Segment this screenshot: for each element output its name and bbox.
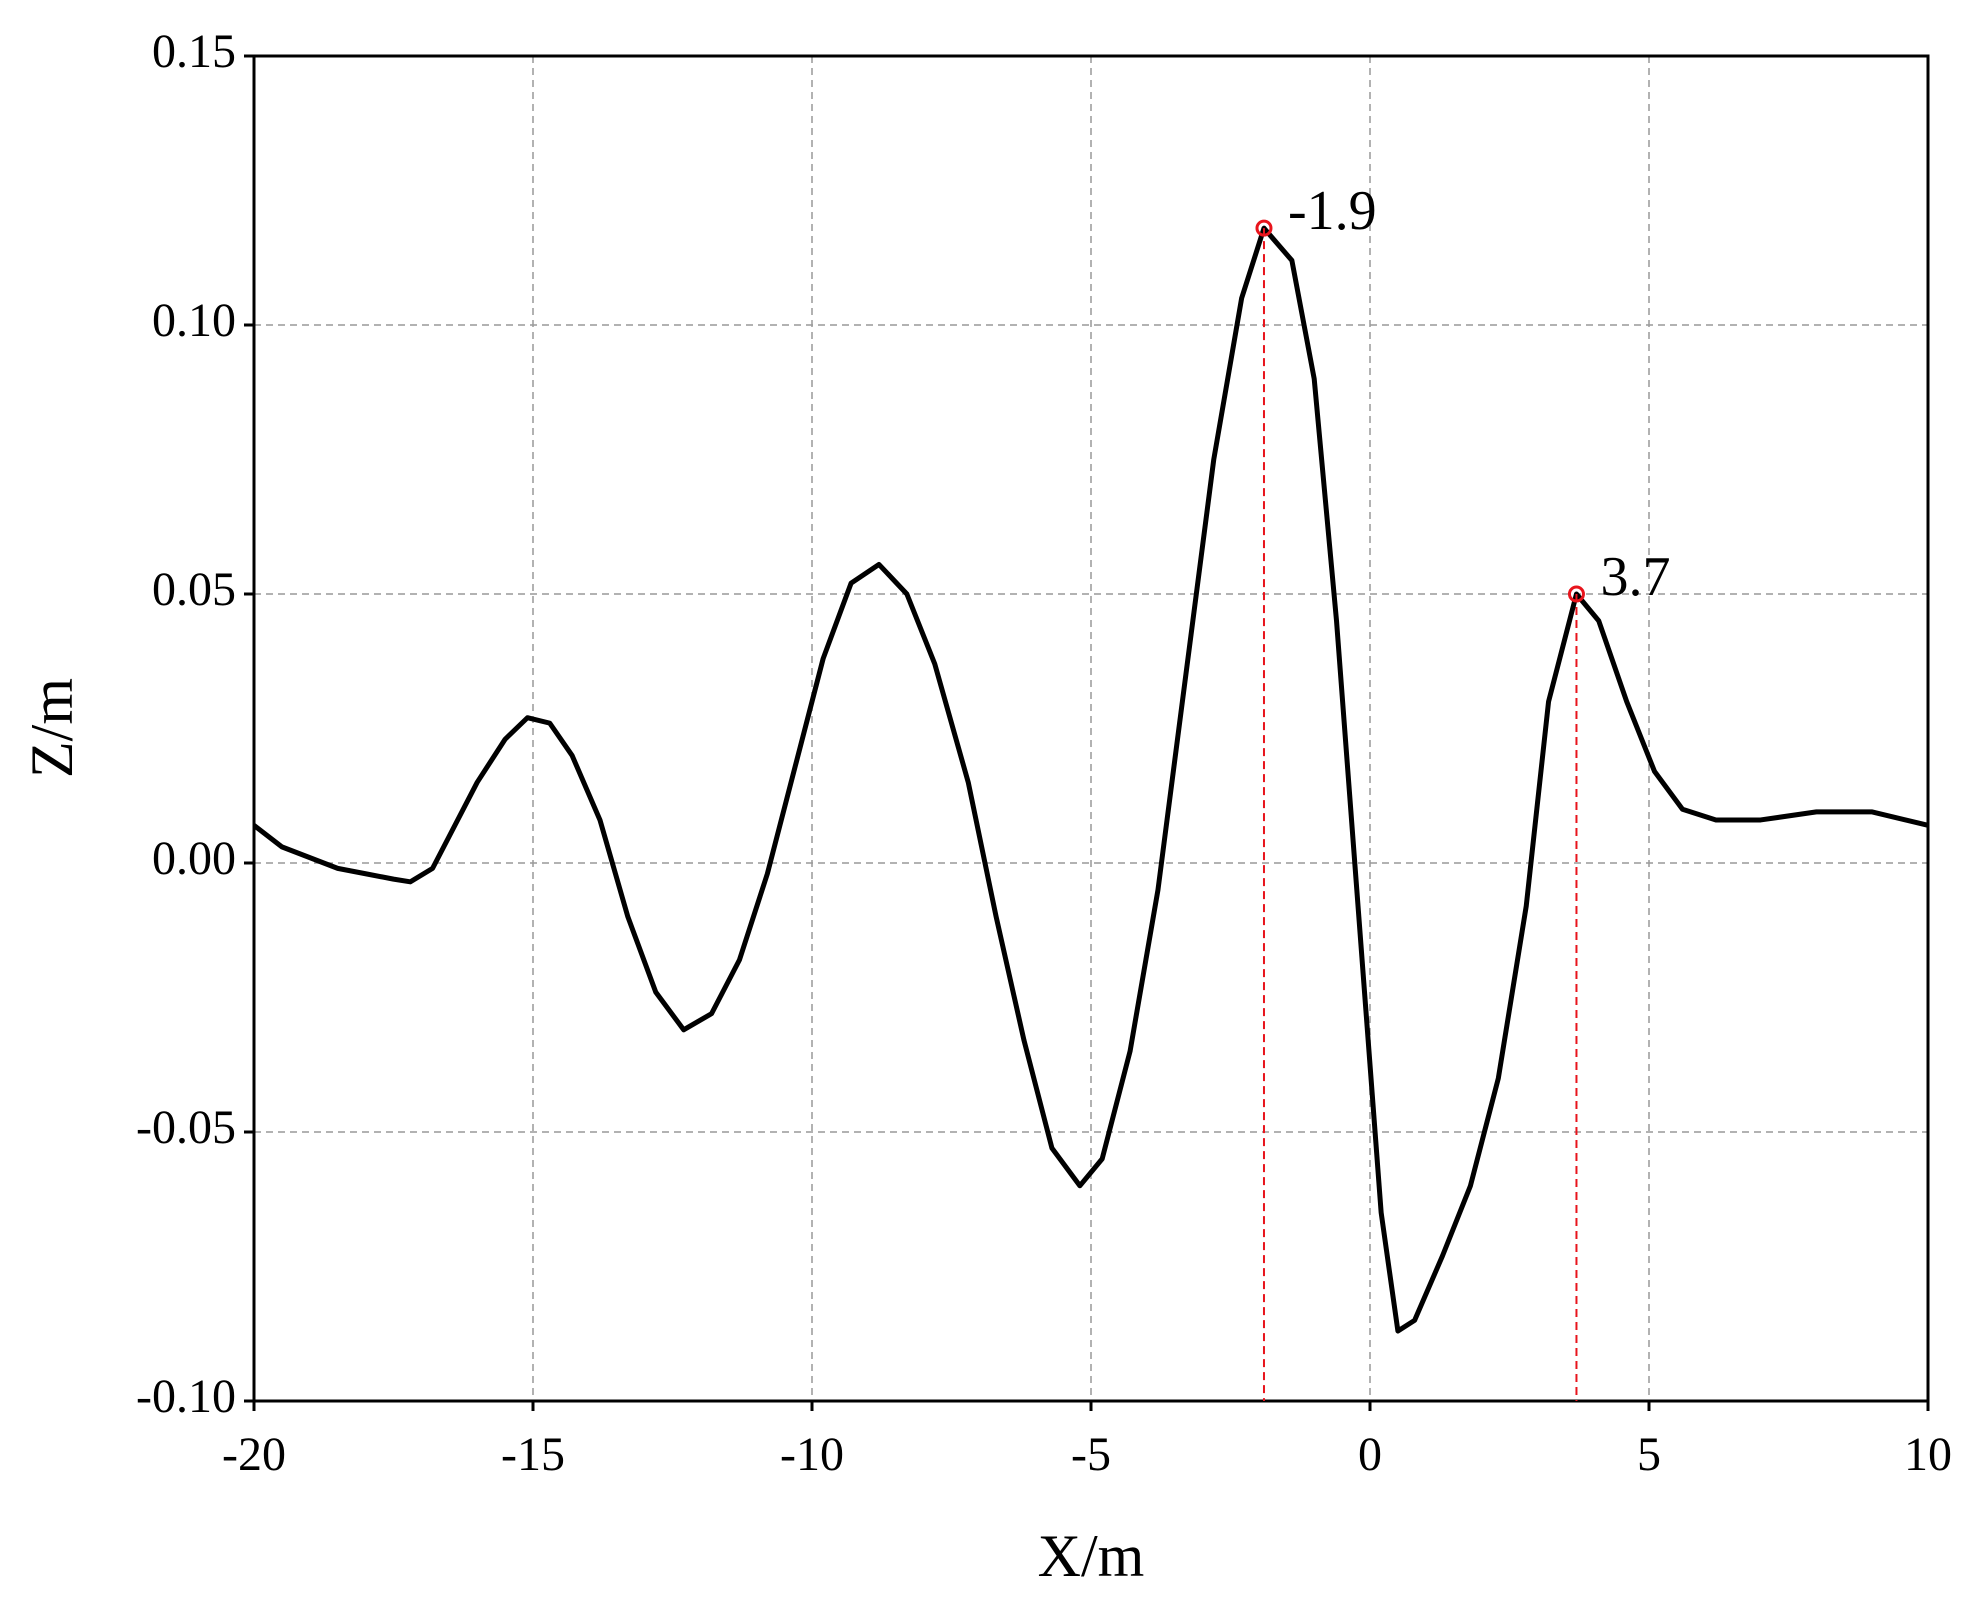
data-line [252,225,1929,1334]
x-tick-label: 0 [1358,1428,1382,1481]
annotation-label: -1.9 [1288,180,1377,242]
peak-marker [1567,585,1585,603]
y-tick-label: 0.10 [152,294,236,347]
x-tick-label: -15 [501,1428,565,1481]
y-tick-label: -0.05 [136,1101,236,1154]
peak-marker [1255,219,1273,237]
x-tick-label: 5 [1637,1428,1661,1481]
y-tick-label: 0.00 [152,832,236,885]
plot-frame [252,54,1930,1403]
x-axis-label: X/m [1038,1523,1145,1589]
y-axis-label: Z/m [19,678,85,778]
y-tick-label: 0.05 [152,563,236,616]
x-tick-label: -10 [780,1428,844,1481]
y-tick-label: 0.15 [152,25,236,78]
y-tick-label: -0.10 [136,1370,236,1423]
x-tick-label: -5 [1071,1428,1111,1481]
annotation-label: 3.7 [1600,546,1670,608]
x-tick-label: 10 [1904,1428,1952,1481]
x-tick-label: -20 [222,1428,286,1481]
